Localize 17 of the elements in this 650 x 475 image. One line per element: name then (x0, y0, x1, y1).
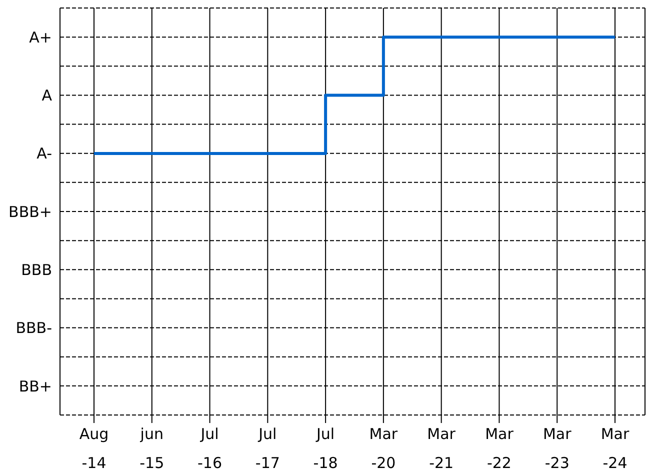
category-label: A+ (29, 28, 52, 46)
x-tick-label: Mar -21 (427, 425, 456, 472)
category-label: BBB (21, 260, 52, 279)
x-tick-label: Jul -17 (255, 425, 280, 472)
category-label: BBB+ (8, 202, 52, 221)
x-tick-label: Mar -20 (369, 425, 398, 472)
category-label: A- (36, 144, 52, 163)
x-tick-label: Mar -24 (600, 425, 630, 472)
x-tick-label: Jul -16 (198, 425, 222, 472)
x-tick-label: Mar -23 (542, 425, 572, 472)
x-tick-label: Mar -22 (485, 425, 514, 472)
x-tick-label: jun -15 (139, 425, 164, 472)
category-label: BB+ (18, 377, 52, 396)
x-tick-label: Jul -18 (313, 425, 338, 472)
category-label: A (42, 86, 52, 105)
category-label: BBB- (16, 319, 52, 338)
x-tick-label: Aug -14 (79, 425, 109, 472)
